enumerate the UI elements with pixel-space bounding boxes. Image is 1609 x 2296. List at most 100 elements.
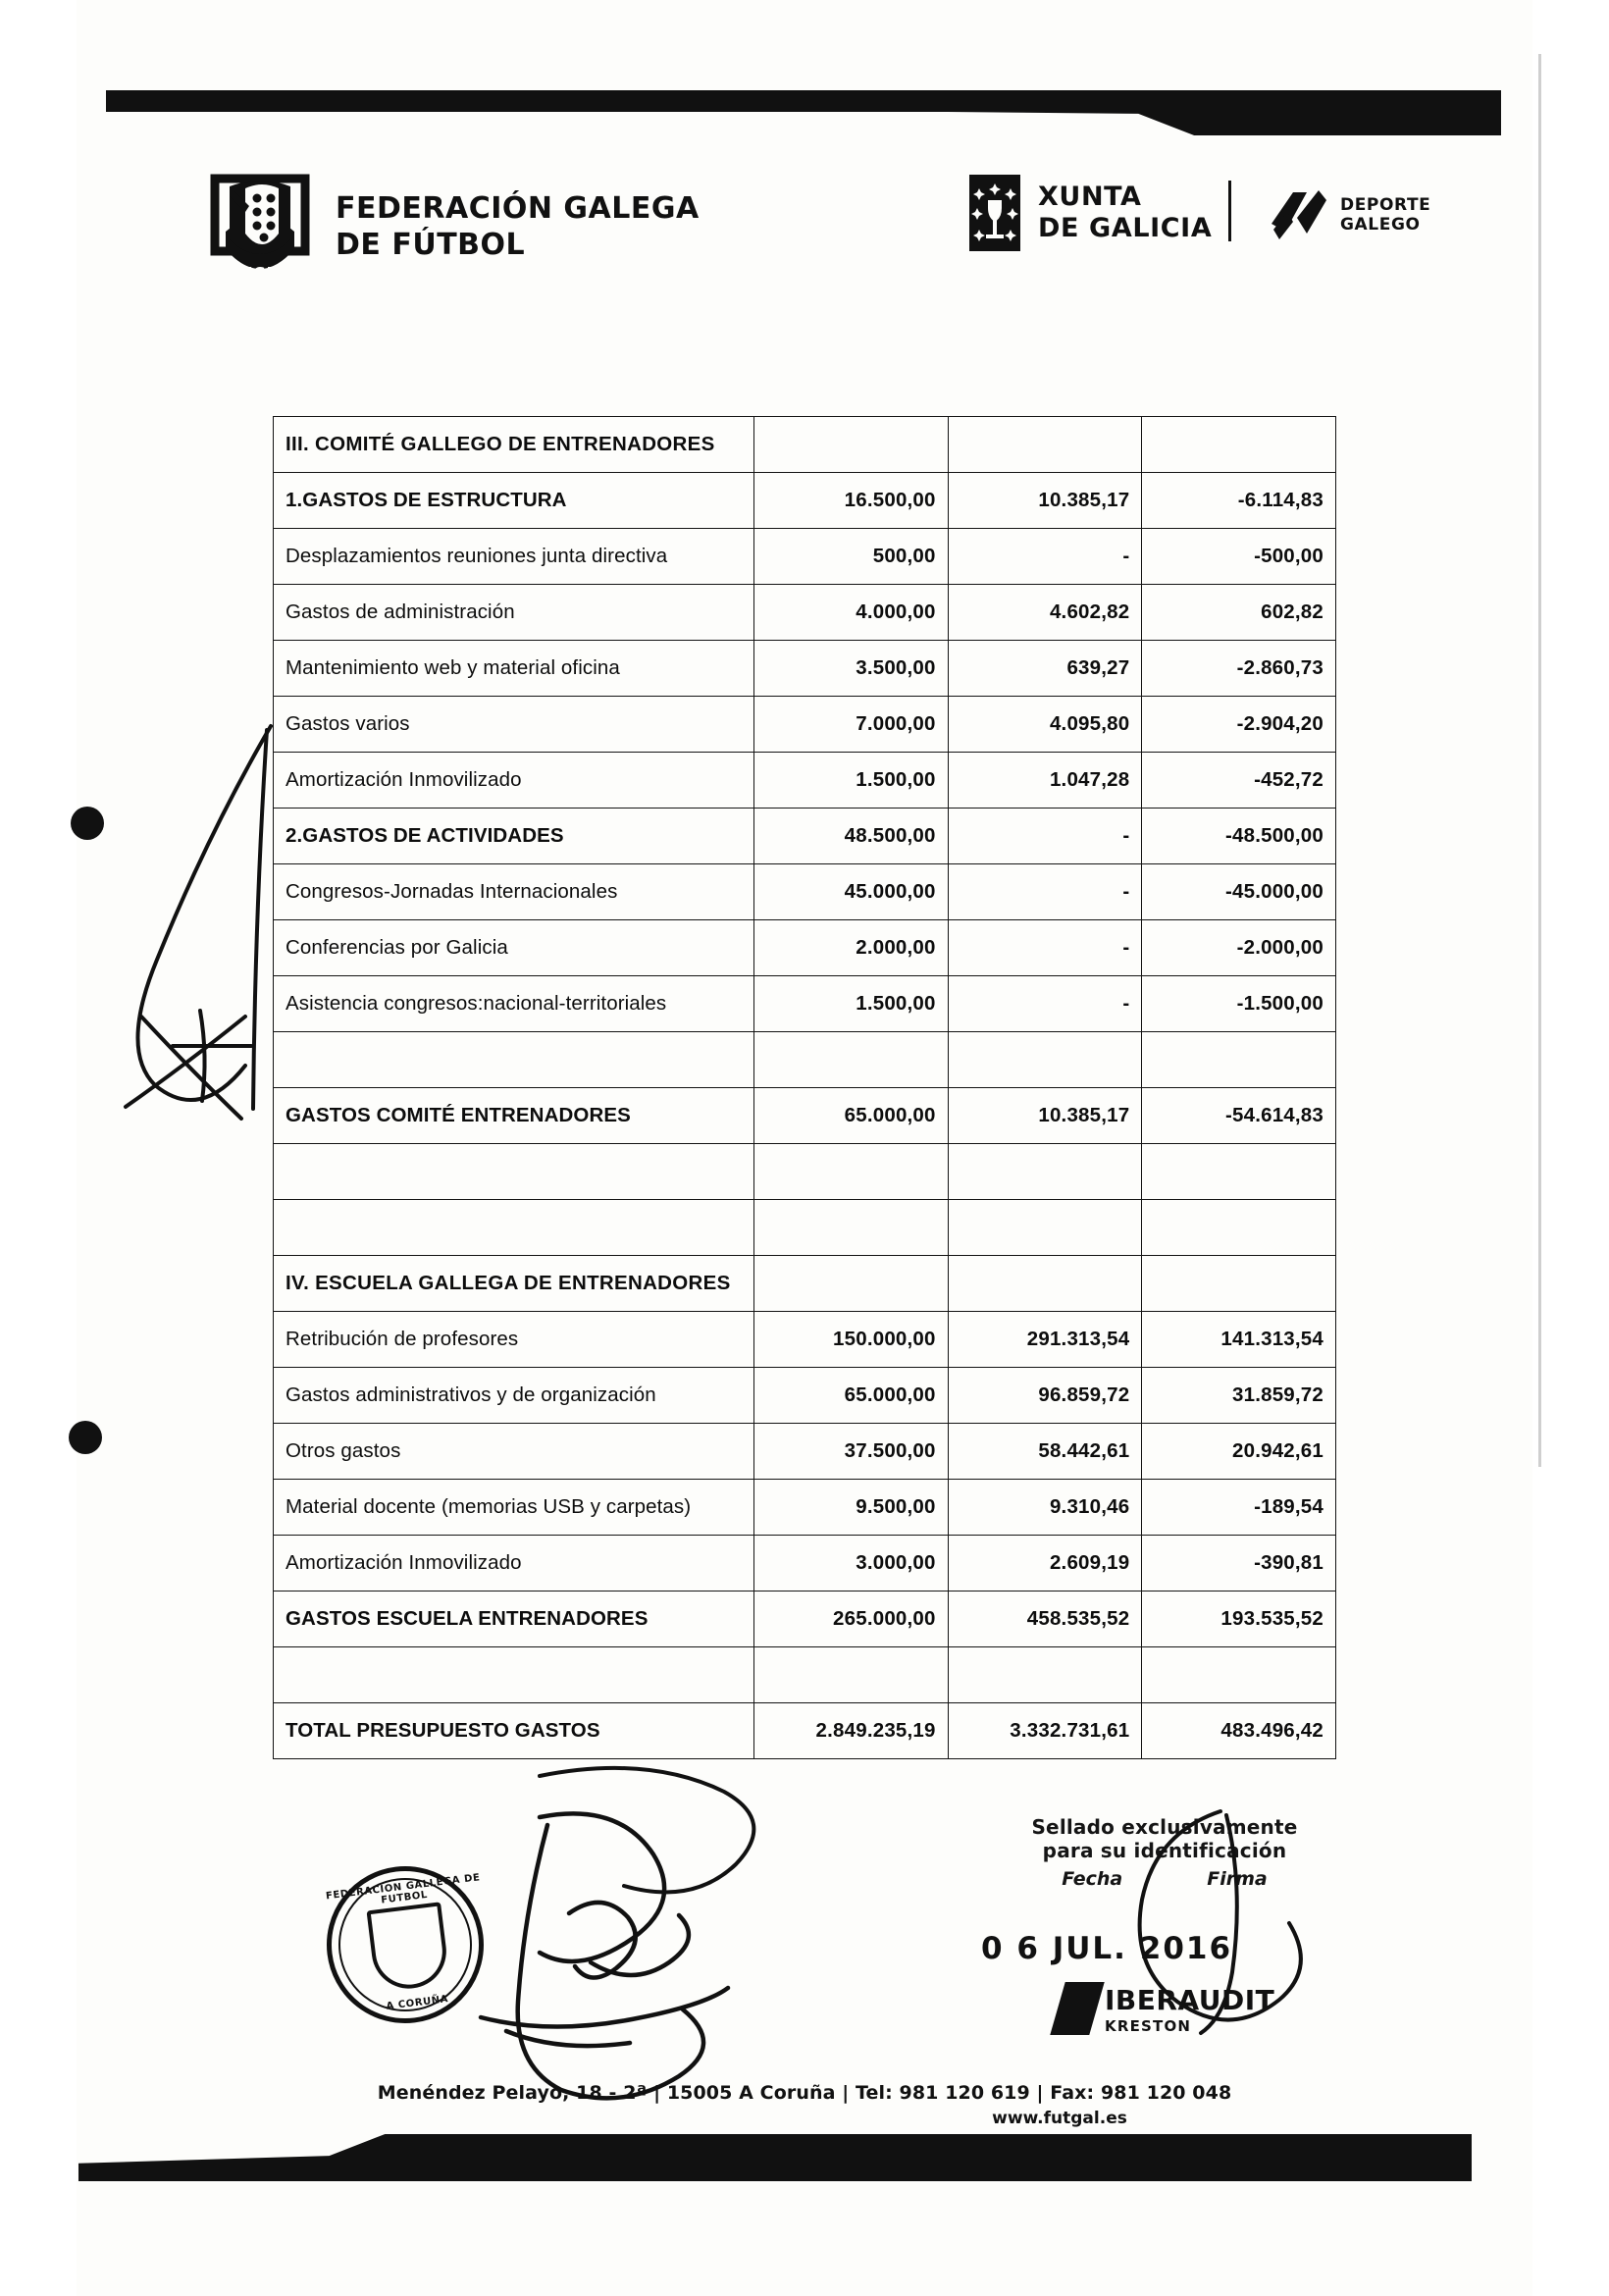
row-value-c2: 9.310,46: [947, 1479, 1143, 1536]
row-value-c3: -500,00: [1141, 528, 1336, 585]
row-label: Amortización Inmovilizado: [273, 1535, 754, 1592]
row-value-c2: 2.609,19: [947, 1535, 1143, 1592]
row-value-c1: 7.000,00: [753, 696, 949, 753]
row-label: 1.GASTOS DE ESTRUCTURA: [273, 472, 754, 529]
row-label: [273, 1646, 754, 1703]
fgf-shield-label: FGF: [242, 264, 278, 282]
audit-stamp-line-2: para su identificación: [1042, 1839, 1287, 1862]
table-row: Conferencias por Galicia 2.000,00- -2.000,…: [273, 919, 1336, 976]
row-label: Congresos-Jornadas Internacionales: [273, 863, 754, 920]
row-label: [273, 1143, 754, 1200]
row-value-c2: -: [947, 528, 1143, 585]
xunta-name-line-1: XUNTA: [1038, 182, 1142, 213]
footer-address: Menéndez Pelayo, 18 - 2ª | 15005 A Coruñ…: [377, 2082, 1232, 2104]
row-label: III. COMITÉ GALLEGO DE ENTRENADORES: [273, 416, 754, 473]
row-value-c2: -: [947, 863, 1143, 920]
row-value-c3: [1141, 416, 1336, 473]
deporte-line-1: DEPORTE: [1340, 194, 1431, 215]
row-value-c3: -1.500,00: [1141, 975, 1336, 1032]
iberaudit-logo: IBERAUDIT KRESTON: [1050, 1982, 1275, 2035]
row-value-c3: -452,72: [1141, 752, 1336, 809]
iberaudit-name: IBERAUDIT: [1105, 1984, 1275, 2016]
hole-punch-mark: [71, 807, 104, 840]
row-label: Desplazamientos reuniones junta directiv…: [273, 528, 754, 585]
row-value-c1: 9.500,00: [753, 1479, 949, 1536]
row-label: Gastos varios: [273, 696, 754, 753]
row-value-c1: [753, 1031, 949, 1088]
scan-guide-line: [1538, 54, 1541, 1467]
row-value-c1: 265.000,00: [753, 1591, 949, 1647]
deporte-galego-logo-block: DEPORTE GALEGO: [1268, 184, 1430, 246]
row-value-c1: 500,00: [753, 528, 949, 585]
federation-name-line-1: FEDERACIÓN GALEGA: [336, 191, 700, 227]
budget-expenses-table: III. COMITÉ GALLEGO DE ENTRENADORES 1.GAS…: [273, 416, 1336, 1759]
row-value-c3: -390,81: [1141, 1535, 1336, 1592]
row-value-c3: 31.859,72: [1141, 1367, 1336, 1424]
row-value-c1: [753, 1199, 949, 1256]
row-value-c3: [1141, 1031, 1336, 1088]
row-value-c3: -2.904,20: [1141, 696, 1336, 753]
logo-divider: [1228, 181, 1231, 241]
deporte-galego-name: DEPORTE GALEGO: [1340, 194, 1431, 235]
federation-name: FEDERACIÓN GALEGA DE FÚTBOL: [336, 191, 700, 263]
table-row: Gastos administrativos y de organización…: [273, 1367, 1336, 1424]
row-value-c1: 1.500,00: [753, 975, 949, 1032]
row-label: TOTAL PRESUPUESTO GASTOS: [273, 1702, 754, 1759]
table-row: [273, 1143, 1336, 1200]
row-value-c3: [1141, 1646, 1336, 1703]
audit-stamp-fields: Fecha Firma: [1003, 1868, 1326, 1890]
handwritten-signature: [478, 1811, 731, 2101]
table-row: 2.GASTOS DE ACTIVIDADES 48.500,00- -48.500…: [273, 808, 1336, 864]
row-value-c2: 1.047,28: [947, 752, 1143, 809]
budget-table-body: III. COMITÉ GALLEGO DE ENTRENADORES 1.GAS…: [273, 416, 1336, 1759]
xunta-name: XUNTA DE GALICIA: [1038, 182, 1212, 244]
xunta-coat-of-arms-icon: [969, 175, 1020, 251]
fgf-shield-icon: FGF: [206, 173, 314, 283]
deporte-line-2: GALEGO: [1340, 214, 1421, 235]
row-value-c1: 37.500,00: [753, 1423, 949, 1480]
table-row: III. COMITÉ GALLEGO DE ENTRENADORES: [273, 416, 1336, 473]
row-value-c2: [947, 416, 1143, 473]
row-value-c2: -: [947, 975, 1143, 1032]
row-value-c1: 1.500,00: [753, 752, 949, 809]
row-value-c2: -: [947, 808, 1143, 864]
row-value-c1: 2.849.235,19: [753, 1702, 949, 1759]
table-row: Congresos-Jornadas Internacionales 45.000…: [273, 863, 1336, 920]
xunta-logo-block: XUNTA DE GALICIA: [969, 175, 1212, 251]
row-value-c3: 193.535,52: [1141, 1591, 1336, 1647]
footer-website: www.futgal.es: [992, 2109, 1127, 2128]
row-value-c3: -45.000,00: [1141, 863, 1336, 920]
row-value-c1: 2.000,00: [753, 919, 949, 976]
deporte-galego-mark-icon: [1268, 184, 1328, 246]
audit-stamp-line-1: Sellado exclusivamente: [1031, 1815, 1298, 1839]
row-label: Gastos administrativos y de organización: [273, 1367, 754, 1424]
row-value-c3: 20.942,61: [1141, 1423, 1336, 1480]
signature-and-stamp-area: FEDERACION GALLEGA DE FUTBOL A CORUÑA Se…: [0, 1805, 1609, 2218]
document-header: FGF FEDERACIÓN GALEGA DE FÚTBOL: [0, 167, 1609, 294]
row-value-c3: [1141, 1143, 1336, 1200]
row-value-c2: [947, 1031, 1143, 1088]
row-label: Amortización Inmovilizado: [273, 752, 754, 809]
row-value-c3: -54.614,83: [1141, 1087, 1336, 1144]
row-value-c3: -189,54: [1141, 1479, 1336, 1536]
row-value-c2: 4.602,82: [947, 584, 1143, 641]
federation-logo-block: FGF FEDERACIÓN GALEGA DE FÚTBOL: [206, 173, 700, 283]
row-label: Gastos de administración: [273, 584, 754, 641]
row-label: Material docente (memorias USB y carpeta…: [273, 1479, 754, 1536]
row-value-c1: 150.000,00: [753, 1311, 949, 1368]
scan-edge-right: [1532, 0, 1609, 2296]
row-label: GASTOS ESCUELA ENTRENADORES: [273, 1591, 754, 1647]
date-stamp: 0 6 JUL. 2016: [981, 1931, 1233, 1966]
row-value-c2: 639,27: [947, 640, 1143, 697]
row-value-c1: 4.000,00: [753, 584, 949, 641]
row-label: Mantenimiento web y material oficina: [273, 640, 754, 697]
row-value-c2: 4.095,80: [947, 696, 1143, 753]
table-row: Amortización Inmovilizado 3.000,00 2.609,1…: [273, 1535, 1336, 1592]
row-value-c3: -6.114,83: [1141, 472, 1336, 529]
table-row: Gastos de administración 4.000,00 4.602,82…: [273, 584, 1336, 641]
row-value-c3: 602,82: [1141, 584, 1336, 641]
table-row: Gastos varios 7.000,00 4.095,80 -2.904,20: [273, 696, 1336, 753]
row-value-c3: [1141, 1255, 1336, 1312]
row-value-c3: 483.496,42: [1141, 1702, 1336, 1759]
row-value-c1: 65.000,00: [753, 1087, 949, 1144]
